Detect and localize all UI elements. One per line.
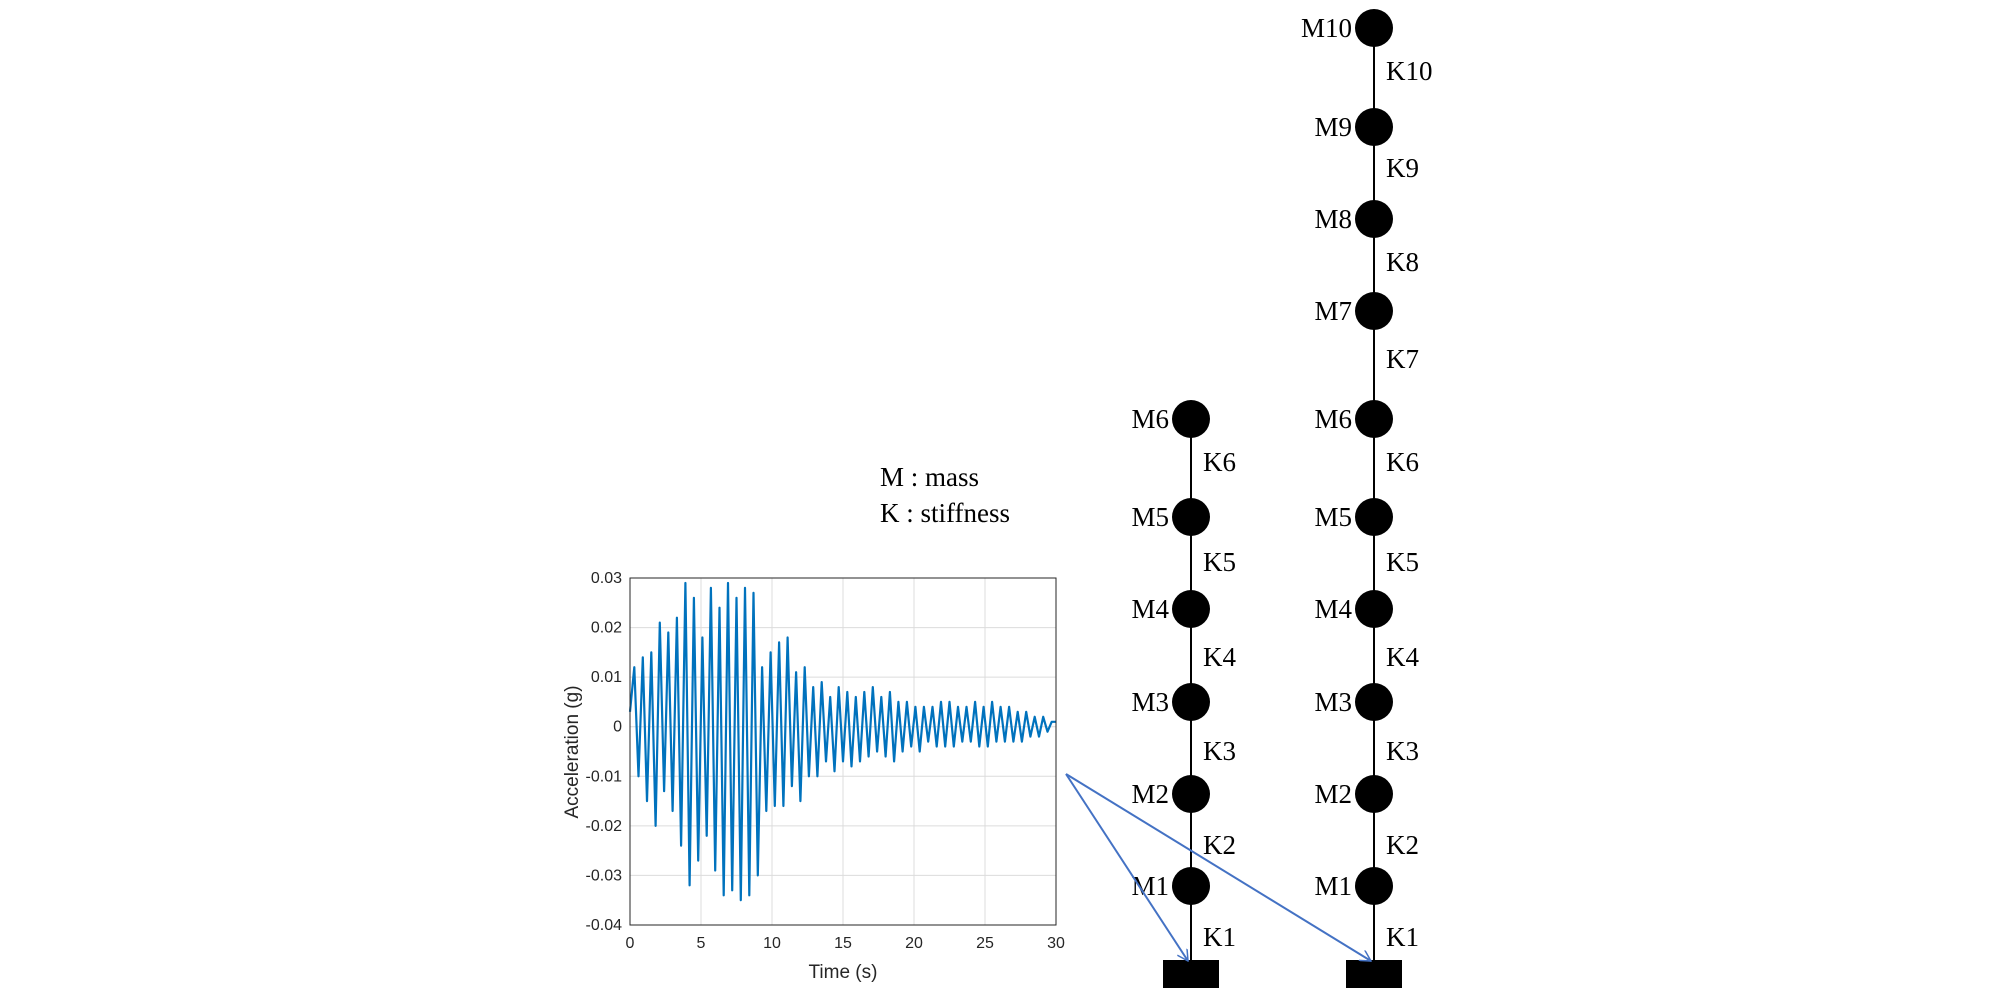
legend-mass: M : mass (880, 462, 979, 492)
six-story-mass-node-5 (1172, 498, 1210, 536)
six-story-mass-label-6: M6 (1131, 404, 1169, 434)
x-tick-label: 30 (1047, 935, 1065, 952)
ten-story-spring-label-10: K10 (1386, 56, 1433, 86)
six-story-mass-node-4 (1172, 590, 1210, 628)
ten-story-mass-node-2 (1355, 775, 1393, 813)
six-story-mass-node-1 (1172, 867, 1210, 905)
x-tick-label: 10 (763, 935, 781, 952)
ten-story-spring-label-5: K5 (1386, 547, 1419, 577)
six-story-mass-label-1: M1 (1131, 871, 1169, 901)
ten-story-mass-node-7 (1355, 292, 1393, 330)
plot-frame (629, 577, 1057, 926)
ten-story-spring-label-6: K6 (1386, 447, 1419, 477)
ten-story-mass-label-4: M4 (1314, 594, 1352, 624)
y-tick-label: 0.03 (591, 570, 622, 587)
legend-stiffness: K : stiffness (880, 498, 1010, 528)
ten-story-mass-node-9 (1355, 108, 1393, 146)
ten-story-mass-node-6 (1355, 400, 1393, 438)
ten-story-mass-node-3 (1355, 683, 1393, 721)
y-tick-label: -0.03 (586, 867, 623, 884)
y-axis-label: Acceleration (g) (562, 685, 583, 818)
six-story-mass-label-2: M2 (1131, 779, 1169, 809)
x-tick-label: 25 (976, 935, 994, 952)
ten-story-spring-label-7: K7 (1386, 344, 1419, 374)
ten-story-mass-label-3: M3 (1314, 687, 1352, 717)
six-story-spring-label-5: K5 (1203, 547, 1236, 577)
y-tick-label: 0.01 (591, 669, 622, 686)
ten-story-mass-label-2: M2 (1314, 779, 1352, 809)
y-tick-label: -0.04 (586, 917, 623, 934)
ten-story-spring-label-9: K9 (1386, 153, 1419, 183)
ten-story-mass-node-8 (1355, 200, 1393, 238)
x-tick-label: 15 (834, 935, 852, 952)
ten-story-spring-label-1: K1 (1386, 922, 1419, 952)
ten-story-spring-label-3: K3 (1386, 736, 1419, 766)
x-tick-labels: 0 5 10 15 20 25 30 (626, 935, 1065, 952)
ten-story-mass-label-1: M1 (1314, 871, 1352, 901)
ten-story-spring-label-4: K4 (1386, 642, 1419, 672)
six-story-model: M1 K1 M2 K2 M3 K3 M4 K4 M5 K5 M6 K6 (1131, 400, 1236, 988)
ten-story-model: M1 K1 M2 K2 M3 K3 M4 K4 M5 K5 M6 K6 M7 K7 M8 K8 M9 K9 M10 K… (1301, 9, 1433, 988)
six-story-mass-label-3: M3 (1131, 687, 1169, 717)
six-story-mass-node-3 (1172, 683, 1210, 721)
ten-story-mass-node-10 (1355, 9, 1393, 47)
acceleration-series-line (628, 581, 1056, 902)
y-tick-label: -0.01 (586, 768, 623, 785)
x-tick-label: 20 (905, 935, 923, 952)
y-tick-label: 0.02 (591, 620, 622, 637)
y-tick-label: -0.02 (586, 818, 623, 835)
six-story-mass-node-6 (1172, 400, 1210, 438)
six-story-spring-label-3: K3 (1203, 736, 1236, 766)
ten-story-base-support (1346, 960, 1402, 988)
ten-story-spring-label-8: K8 (1386, 247, 1419, 277)
y-tick-labels: 0.03 0.02 0.01 0 -0.01 -0.02 -0.03 -0.04 (586, 570, 623, 934)
six-story-spring-label-1: K1 (1203, 922, 1236, 952)
arrow-to-six-story-base (1065, 773, 1188, 961)
six-story-spring-label-4: K4 (1203, 642, 1236, 672)
six-story-spring-label-6: K6 (1203, 447, 1236, 477)
six-story-mass-node-2 (1172, 775, 1210, 813)
ten-story-spring-label-2: K2 (1386, 830, 1419, 860)
ten-story-mass-label-6: M6 (1314, 404, 1352, 434)
acceleration-chart: 0 5 10 15 20 25 30 0.03 0.02 0.01 0 -0.01 -0.02 -0.0… (562, 570, 1065, 983)
ten-story-mass-node-4 (1355, 590, 1393, 628)
six-story-base-support (1163, 960, 1219, 988)
ten-story-mass-label-5: M5 (1314, 502, 1352, 532)
x-tick-label: 0 (626, 935, 635, 952)
x-tick-label: 5 (697, 935, 706, 952)
ten-story-mass-label-10: M10 (1301, 13, 1352, 43)
six-story-spring-label-2: K2 (1203, 830, 1236, 860)
ten-story-mass-label-8: M8 (1314, 204, 1352, 234)
arrow-to-ten-story-base (1065, 773, 1371, 962)
x-axis-label: Time (s) (809, 962, 878, 983)
ten-story-mass-node-5 (1355, 498, 1393, 536)
ten-story-mass-label-7: M7 (1314, 296, 1352, 326)
six-story-mass-label-5: M5 (1131, 502, 1169, 532)
ten-story-mass-node-1 (1355, 867, 1393, 905)
y-tick-label: 0 (613, 719, 622, 736)
ten-story-mass-label-9: M9 (1314, 112, 1352, 142)
six-story-mass-label-4: M4 (1131, 594, 1169, 624)
